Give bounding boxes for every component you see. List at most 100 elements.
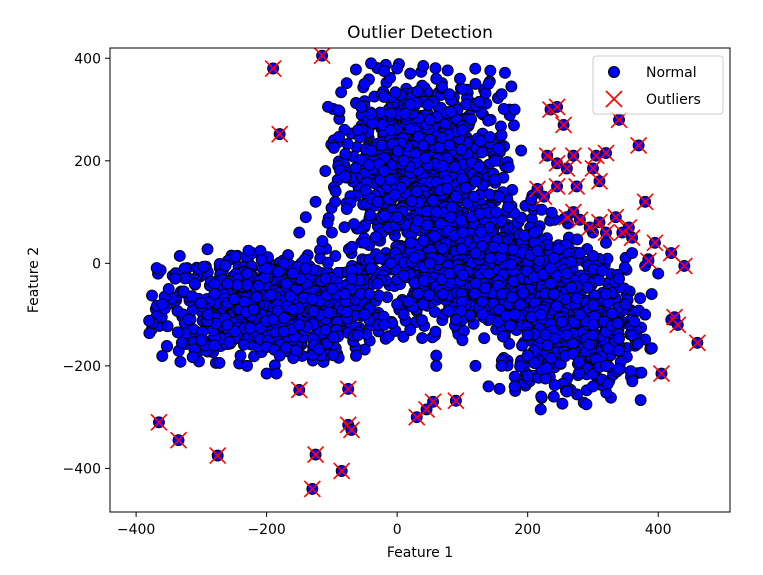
normal-point xyxy=(521,370,534,383)
outlier-point xyxy=(209,447,227,465)
normal-point xyxy=(560,329,573,342)
normal-point xyxy=(428,230,441,243)
normal-point xyxy=(327,349,340,362)
normal-point xyxy=(601,377,614,390)
normal-point xyxy=(293,226,306,239)
normal-point xyxy=(312,343,325,356)
legend-outliers-label: Outliers xyxy=(646,92,701,108)
y-tick-label: −400 xyxy=(63,461,101,477)
normal-point xyxy=(384,257,397,270)
outlier-point xyxy=(290,381,308,399)
normal-point xyxy=(502,161,515,174)
normal-point xyxy=(391,211,404,224)
normal-point xyxy=(455,243,468,255)
normal-point xyxy=(555,316,568,328)
normal-point xyxy=(423,257,436,270)
normal-point xyxy=(188,277,201,290)
normal-point xyxy=(484,64,497,77)
normal-point xyxy=(469,277,482,290)
normal-point xyxy=(319,165,332,177)
normal-point xyxy=(469,62,482,75)
normal-point xyxy=(469,77,482,90)
normal-point xyxy=(508,103,521,116)
outlier-point xyxy=(590,172,609,190)
normal-point xyxy=(338,170,351,183)
normal-point xyxy=(411,287,424,300)
normal-point xyxy=(280,277,293,290)
outlier-point xyxy=(424,393,442,411)
outlier-point xyxy=(447,392,465,410)
normal-point xyxy=(329,185,342,198)
normal-point xyxy=(504,258,517,271)
normal-point xyxy=(219,259,232,272)
normal-point xyxy=(369,230,382,243)
normal-point xyxy=(455,143,468,156)
normal-point xyxy=(378,90,391,103)
normal-point xyxy=(469,175,482,188)
normal-point xyxy=(410,185,423,198)
normal-point xyxy=(388,188,401,201)
normal-point xyxy=(474,135,487,148)
normal-point xyxy=(504,319,517,332)
normal-point xyxy=(456,334,469,347)
normal-point xyxy=(639,308,652,321)
normal-point xyxy=(587,299,600,312)
normal-point xyxy=(626,375,639,388)
normal-point xyxy=(547,288,560,301)
normal-point xyxy=(173,250,186,262)
normal-point xyxy=(419,152,432,165)
normal-point xyxy=(429,62,442,75)
normal-point xyxy=(201,243,214,256)
outlier-point xyxy=(688,334,706,352)
legend-normal-marker xyxy=(608,66,620,78)
normal-point xyxy=(264,289,277,301)
normal-point xyxy=(436,159,449,172)
normal-point xyxy=(365,57,378,70)
normal-point xyxy=(455,214,467,227)
normal-point xyxy=(378,65,391,78)
normal-point xyxy=(378,318,391,331)
normal-point xyxy=(521,329,534,342)
normal-point xyxy=(445,201,458,214)
normal-point xyxy=(339,148,352,160)
outlier-point xyxy=(264,59,282,78)
outlier-point xyxy=(636,193,654,211)
normal-point xyxy=(626,329,639,342)
normal-point xyxy=(358,77,371,90)
normal-point xyxy=(454,72,466,85)
outlier-point xyxy=(597,224,615,242)
normal-point xyxy=(547,390,560,403)
normal-point xyxy=(422,99,435,112)
normal-point xyxy=(322,100,334,113)
outlier-point xyxy=(339,380,357,398)
normal-point xyxy=(442,305,455,317)
normal-point xyxy=(443,139,456,152)
normal-point xyxy=(229,250,242,263)
normal-point xyxy=(161,320,174,333)
normal-point xyxy=(378,209,391,222)
normal-point xyxy=(182,313,195,326)
normal-point xyxy=(335,86,348,99)
normal-point xyxy=(515,144,528,157)
normal-point xyxy=(340,77,353,90)
normal-point xyxy=(547,252,560,265)
normal-point xyxy=(319,272,332,285)
normal-point xyxy=(169,272,182,285)
normal-point xyxy=(581,281,594,294)
normal-point xyxy=(469,247,482,260)
normal-point xyxy=(580,398,593,411)
normal-point xyxy=(505,80,518,93)
normal-point xyxy=(197,260,210,273)
normal-point xyxy=(143,314,156,327)
normal-point xyxy=(156,298,169,311)
normal-point xyxy=(160,340,173,352)
normal-point xyxy=(417,298,430,311)
normal-point xyxy=(321,216,334,229)
normal-point xyxy=(352,124,364,136)
normal-point xyxy=(373,252,386,265)
normal-point xyxy=(244,322,257,334)
normal-point xyxy=(587,250,600,262)
normal-point xyxy=(430,349,443,362)
normal-point xyxy=(391,62,404,75)
normal-point xyxy=(484,131,497,144)
